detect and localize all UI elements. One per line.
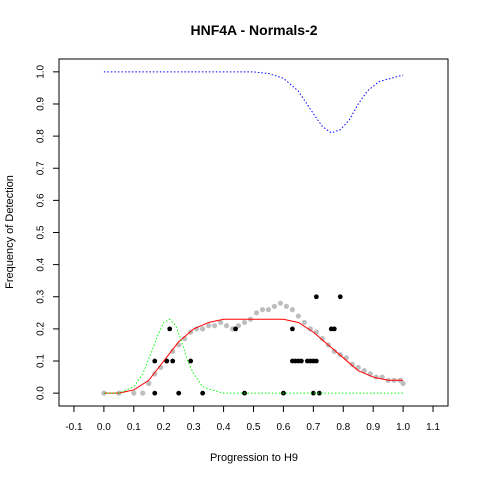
x-axis-label: Progression to H9 [210,452,298,464]
y-tick-label-0: 0.0 [36,386,47,400]
plot-area [101,72,405,396]
y-tick-label-5: 0.5 [36,225,47,239]
data-point-25 [338,294,343,299]
y-tick-label-4: 0.4 [36,257,47,271]
chart-title: HNF4A - Normals-2 [190,22,317,38]
y-tick-label-9: 0.9 [36,97,47,111]
series-line-4 [104,72,403,133]
data-point-8 [233,326,238,331]
smoothed-point-17 [224,323,229,328]
data-point-6 [188,359,193,364]
y-axis-label: Frequency of Detection [4,175,16,289]
x-tick-label-3: 0.2 [157,422,171,433]
smoothed-point-3 [140,391,145,396]
x-tick-label-9: 0.8 [336,422,350,433]
smoothed-point-2 [131,391,136,396]
smoothed-point-27 [284,304,289,309]
x-tick-label-10: 0.9 [366,422,380,433]
y-tick-label-7: 0.7 [36,161,47,175]
x-tick-label-2: 0.1 [127,422,141,433]
data-point-7 [200,391,205,396]
smoothed-point-47 [401,381,406,386]
x-tick-label-5: 0.4 [217,422,231,433]
y-tick-label-10: 1.0 [36,64,47,78]
smoothed-point-28 [290,307,295,312]
smoothed-point-32 [314,330,319,335]
smoothed-point-29 [296,313,301,318]
data-point-4 [170,359,175,364]
smoothed-point-14 [206,323,211,328]
y-tick-label-3: 0.3 [36,289,47,303]
data-point-5 [176,391,181,396]
data-point-24 [332,326,337,331]
data-point-11 [290,326,295,331]
smoothed-point-25 [272,304,277,309]
x-tick-label-6: 0.5 [247,422,261,433]
smoothed-point-20 [242,320,247,325]
smoothed-point-13 [200,326,205,331]
y-tick-label-6: 0.6 [36,193,47,207]
data-point-15 [299,359,304,364]
data-point-20 [314,294,319,299]
y-tick-label-1: 0.1 [36,354,47,368]
x-tick-label-11: 1.0 [396,422,410,433]
x-tick-label-4: 0.3 [187,422,201,433]
smoothed-point-22 [254,310,259,315]
y-tick-label-2: 0.2 [36,322,47,336]
smoothed-point-23 [260,307,265,312]
x-tick-label-0: -0.1 [65,422,83,433]
smoothed-point-37 [344,355,349,360]
data-point-19 [314,359,319,364]
y-tick-label-8: 0.8 [36,129,47,143]
x-tick-label-12: 1.1 [426,422,440,433]
x-tick-label-1: 0.0 [97,422,111,433]
smoothed-point-15 [212,323,217,328]
x-tick-label-8: 0.7 [306,422,320,433]
data-point-0 [152,359,157,364]
smoothed-point-24 [266,307,271,312]
y-axis: 0.0 0.1 0.2 0.3 0.4 0.5 0.6 0.7 0.8 0.9 1.0 [36,64,60,400]
x-axis: -0.1 0.0 0.1 0.2 0.3 0.4 0.5 0.6 0.7 0.8 0.9 1.0 1.1 [65,406,440,433]
x-tick-label-7: 0.6 [276,422,290,433]
plot-frame [59,59,448,406]
data-point-3 [167,326,172,331]
data-point-1 [152,391,157,396]
smoothed-point-9 [176,342,181,347]
smoothed-point-26 [278,301,283,306]
smoothed-point-30 [302,320,307,325]
